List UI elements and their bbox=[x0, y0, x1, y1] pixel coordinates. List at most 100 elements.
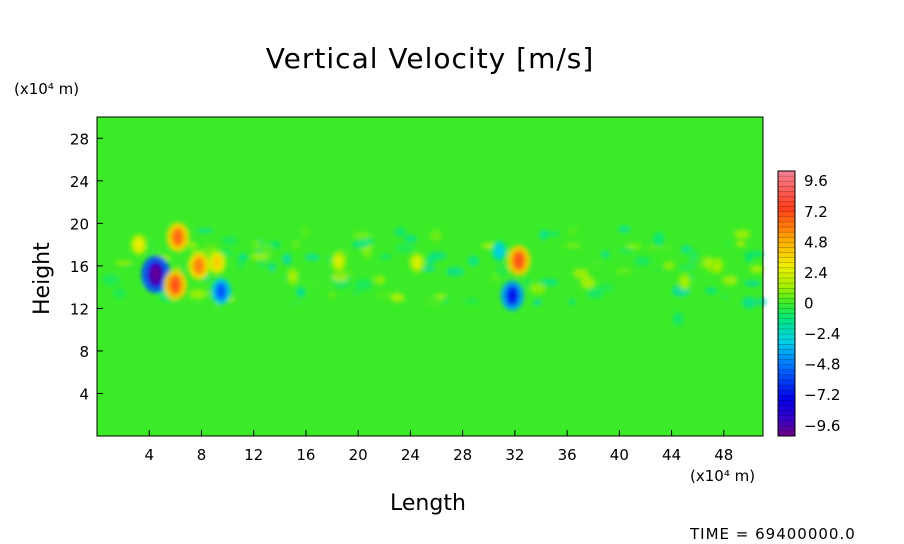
plot-frame bbox=[96, 116, 764, 437]
x-tick-label: 20 bbox=[349, 446, 368, 464]
x-tick-label: 48 bbox=[714, 446, 733, 464]
feature-core bbox=[335, 256, 342, 267]
band-texture-blob bbox=[734, 229, 751, 239]
colorbar-cell bbox=[778, 385, 795, 391]
band-texture-blob bbox=[543, 231, 561, 237]
y-tick-label: 28 bbox=[70, 130, 89, 148]
colorbar-cell bbox=[778, 369, 795, 376]
y-tick-label: 20 bbox=[70, 215, 89, 233]
y-tick-label: 24 bbox=[70, 173, 89, 191]
band-texture-blob bbox=[122, 264, 136, 269]
y-tick-label: 12 bbox=[70, 300, 89, 318]
band-texture-blob bbox=[113, 288, 127, 299]
band-texture-blob bbox=[189, 288, 207, 300]
band-texture-blob bbox=[523, 277, 531, 289]
band-texture-blob bbox=[652, 266, 663, 273]
colorbar-cell bbox=[778, 339, 795, 345]
colorbar-cell bbox=[778, 395, 795, 401]
band-texture-blob bbox=[420, 266, 436, 272]
band-texture-blob bbox=[495, 264, 509, 276]
feature-core bbox=[173, 230, 183, 245]
colorbar-cell bbox=[778, 313, 795, 320]
band-texture-blob bbox=[618, 247, 634, 253]
band-texture-blob bbox=[445, 267, 465, 277]
colorbar-cell bbox=[778, 171, 795, 177]
band-texture-blob bbox=[250, 252, 270, 260]
x-tick-label: 44 bbox=[662, 446, 681, 464]
band-texture-blob bbox=[333, 283, 351, 289]
colorbar-cell bbox=[778, 308, 795, 315]
band-texture-blob bbox=[601, 250, 611, 259]
colorbar-cell bbox=[778, 237, 795, 243]
colorbar-cell bbox=[778, 201, 795, 208]
feature-core bbox=[150, 265, 162, 284]
band-texture-blob bbox=[458, 295, 467, 304]
band-texture-blob bbox=[292, 240, 300, 249]
band-texture-blob bbox=[237, 257, 244, 270]
x-tick-label: 32 bbox=[505, 446, 524, 464]
band-texture-blob bbox=[102, 273, 121, 286]
y-axis-ticks: 4 8 12 16 20 24 28 bbox=[70, 130, 103, 403]
colorbar-label: −2.4 bbox=[804, 325, 840, 343]
colorbar-cell bbox=[778, 272, 795, 279]
band-texture-blob bbox=[580, 276, 596, 289]
colorbar-cell bbox=[778, 196, 795, 202]
band-texture-blob bbox=[282, 253, 292, 265]
feature-core bbox=[682, 277, 688, 286]
band-texture-blob bbox=[427, 251, 447, 261]
band-texture-blob bbox=[373, 275, 386, 284]
colorbar-cell bbox=[778, 216, 795, 223]
band-texture-blob bbox=[353, 294, 363, 299]
band-texture-blob bbox=[466, 298, 478, 305]
colorbar-cell bbox=[778, 374, 795, 381]
colorbar-cell bbox=[778, 242, 795, 248]
colorbar-cell bbox=[778, 323, 795, 330]
band-texture-blob bbox=[295, 286, 306, 297]
feature-core bbox=[213, 257, 221, 269]
feature-core bbox=[135, 239, 142, 250]
band-texture-blob bbox=[598, 283, 615, 292]
colorbar: 9.6 7.2 4.8 2.4 0 −2.4 −4.8 −7.2 −9.6 bbox=[777, 170, 840, 437]
x-tick-label: 28 bbox=[453, 446, 472, 464]
x-tick-label: 8 bbox=[197, 446, 207, 464]
colorbar-label: 0 bbox=[804, 295, 814, 313]
colorbar-cell bbox=[778, 206, 795, 213]
colorbar-label: −4.8 bbox=[804, 356, 840, 374]
feature-core bbox=[714, 261, 720, 270]
x-tick-label: 16 bbox=[296, 446, 315, 464]
colorbar-label: −9.6 bbox=[804, 417, 840, 435]
band-texture-blob bbox=[268, 271, 280, 276]
colorbar-label: −7.2 bbox=[804, 386, 840, 404]
band-texture-blob bbox=[586, 287, 604, 299]
y-tick-label: 16 bbox=[70, 258, 89, 276]
band-texture-blob bbox=[615, 268, 632, 274]
band-texture-blob bbox=[722, 293, 730, 300]
x-axis-ticks: 4 8 12 16 20 24 28 32 36 40 44 48 bbox=[144, 430, 733, 464]
colorbar-cell bbox=[778, 410, 795, 417]
band-texture-blob bbox=[304, 253, 320, 261]
band-texture-blob bbox=[704, 286, 718, 295]
band-texture-blob bbox=[567, 228, 579, 235]
band-texture-blob bbox=[744, 250, 754, 263]
band-texture-blob bbox=[572, 268, 589, 279]
band-texture-blob bbox=[327, 293, 337, 298]
colorbar-cell bbox=[778, 354, 795, 360]
band-texture-blob bbox=[354, 278, 373, 291]
band-texture-blob bbox=[395, 243, 415, 253]
colorbar-cell bbox=[778, 420, 795, 427]
colorbar-cell bbox=[778, 221, 795, 228]
band-texture-blob bbox=[221, 236, 238, 245]
feature-core bbox=[507, 288, 517, 303]
band-texture-blob bbox=[564, 243, 581, 249]
colorbar-cell bbox=[778, 318, 795, 325]
band-texture-blob bbox=[491, 273, 500, 282]
colorbar-cell bbox=[778, 232, 795, 238]
colorbar-cell bbox=[778, 252, 795, 259]
colorbar-cell bbox=[778, 400, 795, 406]
band-texture-blob bbox=[736, 240, 746, 247]
colorbar-cell bbox=[778, 186, 795, 192]
band-texture-blob bbox=[538, 278, 559, 286]
colorbar-cell bbox=[778, 262, 795, 269]
colorbar-cell bbox=[778, 430, 795, 437]
